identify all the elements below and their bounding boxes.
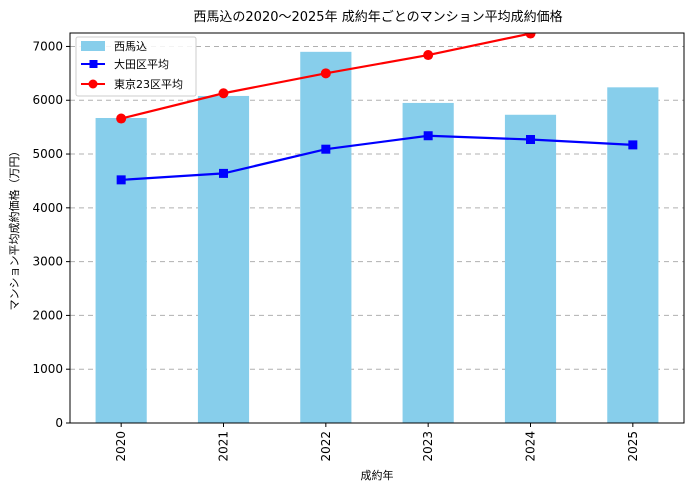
legend-bar-swatch xyxy=(81,41,105,51)
data-point xyxy=(320,68,331,79)
series-line xyxy=(120,33,539,120)
bar-2020 xyxy=(95,117,147,423)
y-tick-label: 7000 xyxy=(32,39,63,53)
x-tick-label: 2023 xyxy=(421,431,435,462)
bar-series xyxy=(95,51,659,423)
data-point xyxy=(628,140,638,150)
bar-2023 xyxy=(402,102,454,423)
y-tick-label: 5000 xyxy=(32,147,63,161)
data-point xyxy=(116,175,126,185)
x-tick-label: 2020 xyxy=(114,431,128,462)
y-axis-ticks: 0 1000 2000 3000 4000 5000 6000 7000 xyxy=(32,39,70,430)
legend-frame xyxy=(75,36,197,97)
data-point xyxy=(321,144,331,154)
y-tick-label: 6000 xyxy=(32,93,63,107)
line-series-1 xyxy=(116,131,638,185)
y-tick-label: 2000 xyxy=(32,308,63,322)
y-tick-label: 0 xyxy=(55,416,63,430)
legend-label-tokyo23: 東京23区平均 xyxy=(114,77,183,91)
bar-2022 xyxy=(300,51,352,423)
x-tick-label: 2022 xyxy=(319,431,333,462)
legend-circle-marker xyxy=(88,79,98,89)
series-line xyxy=(121,134,633,181)
x-tick-label: 2025 xyxy=(626,431,640,462)
bar-2021 xyxy=(197,95,250,423)
data-point xyxy=(116,113,127,124)
y-tick-label: 4000 xyxy=(32,201,63,215)
legend-square-marker xyxy=(89,60,98,68)
data-point xyxy=(423,131,433,141)
x-axis-label: 成約年 xyxy=(361,468,394,482)
data-point xyxy=(525,33,536,39)
line-series-2 xyxy=(116,7,638,124)
y-tick-label: 3000 xyxy=(32,255,63,269)
bar-2024 xyxy=(504,114,557,423)
line-series xyxy=(116,7,638,185)
data-point xyxy=(219,168,228,178)
legend-label-nishimagome: 西馬込 xyxy=(114,40,147,53)
plot-frame xyxy=(69,32,685,424)
gridlines xyxy=(70,45,684,424)
x-tick-label: 2024 xyxy=(524,431,538,462)
x-axis-ticks: 2020 2021 2022 2023 2024 2025 xyxy=(114,423,640,462)
x-tick-label: 2021 xyxy=(217,431,231,462)
data-point xyxy=(526,135,535,145)
data-point xyxy=(218,88,229,99)
y-axis-label: マンション平均成約価格（万円） xyxy=(7,146,21,311)
data-point xyxy=(423,50,434,61)
chart-title: 西馬込の2020〜2025年 成約年ごとのマンション平均成約価格 xyxy=(193,9,562,25)
legend-label-ota: 大田区平均 xyxy=(114,57,169,71)
y-tick-label: 1000 xyxy=(32,362,63,376)
bar-2025 xyxy=(607,87,659,423)
legend: 西馬込 大田区平均 東京23区平均 xyxy=(75,36,197,97)
data-point xyxy=(628,7,638,17)
